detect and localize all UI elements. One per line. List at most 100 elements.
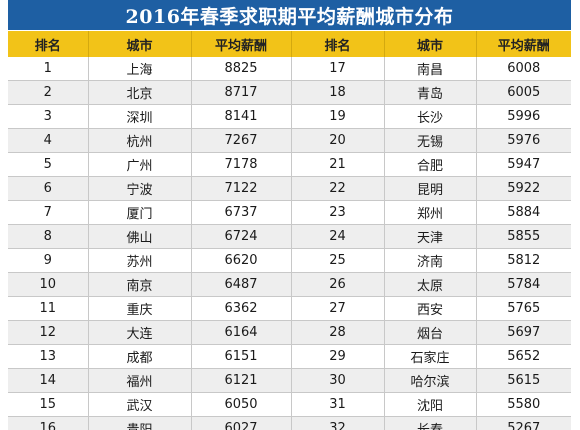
rank-cell: 8 bbox=[8, 224, 89, 249]
rank-cell: 22 bbox=[291, 176, 385, 201]
rank-cell: 17 bbox=[291, 57, 385, 81]
salary-cell: 5976 bbox=[476, 128, 571, 153]
city-cell: 无锡 bbox=[384, 128, 477, 153]
city-cell: 长沙 bbox=[384, 104, 477, 129]
rank-cell: 1 bbox=[8, 57, 89, 81]
rank-cell: 13 bbox=[8, 344, 89, 369]
city-cell: 烟台 bbox=[384, 320, 477, 345]
salary-cell: 6164 bbox=[191, 320, 292, 345]
city-cell: 佛山 bbox=[88, 224, 192, 249]
rank-cell: 14 bbox=[8, 368, 89, 393]
city-cell: 广州 bbox=[88, 152, 192, 177]
rank-cell: 28 bbox=[291, 320, 385, 345]
city-cell: 苏州 bbox=[88, 248, 192, 273]
table-row: 6 宁波 7122 22 昆明 5922 bbox=[8, 176, 571, 201]
rank-cell: 25 bbox=[291, 248, 385, 273]
rank-cell: 12 bbox=[8, 320, 89, 345]
salary-cell: 6487 bbox=[191, 272, 292, 297]
header-avg-salary: 平均薪酬 bbox=[476, 31, 571, 57]
salary-cell: 5922 bbox=[476, 176, 571, 201]
city-cell: 太原 bbox=[384, 272, 477, 297]
salary-cell: 5884 bbox=[476, 200, 571, 225]
salary-cell: 6362 bbox=[191, 296, 292, 321]
city-cell: 武汉 bbox=[88, 392, 192, 417]
salary-cell: 6724 bbox=[191, 224, 292, 249]
salary-table: 排名 城市 平均薪酬 排名 城市 平均薪酬 1 上海 8825 17 南昌 6008 2 北京… bbox=[8, 31, 571, 430]
salary-cell: 6121 bbox=[191, 368, 292, 393]
rank-cell: 29 bbox=[291, 344, 385, 369]
table-row: 15 武汉 6050 31 沈阳 5580 bbox=[8, 392, 571, 417]
salary-cell: 5855 bbox=[476, 224, 571, 249]
salary-cell: 6050 bbox=[191, 392, 292, 417]
table-row: 8 佛山 6724 24 天津 5855 bbox=[8, 224, 571, 249]
city-cell: 济南 bbox=[384, 248, 477, 273]
table-row: 7 厦门 6737 23 郑州 5884 bbox=[8, 200, 571, 225]
salary-cell: 7122 bbox=[191, 176, 292, 201]
rank-cell: 11 bbox=[8, 296, 89, 321]
rank-cell: 4 bbox=[8, 128, 89, 153]
table-row: 3 深圳 8141 19 长沙 5996 bbox=[8, 104, 571, 129]
city-cell: 天津 bbox=[384, 224, 477, 249]
header-rank: 排名 bbox=[291, 31, 385, 57]
city-cell: 沈阳 bbox=[384, 392, 477, 417]
rank-cell: 9 bbox=[8, 248, 89, 273]
table-row: 12 大连 6164 28 烟台 5697 bbox=[8, 320, 571, 345]
city-cell: 昆明 bbox=[384, 176, 477, 201]
salary-cell: 5996 bbox=[476, 104, 571, 129]
header-city: 城市 bbox=[384, 31, 477, 57]
city-cell: 郑州 bbox=[384, 200, 477, 225]
title-bar: 2016年春季求职期平均薪酬城市分布 bbox=[8, 0, 571, 30]
rank-cell: 20 bbox=[291, 128, 385, 153]
city-cell: 深圳 bbox=[88, 104, 192, 129]
city-cell: 福州 bbox=[88, 368, 192, 393]
rank-cell: 18 bbox=[291, 80, 385, 105]
rank-cell: 2 bbox=[8, 80, 89, 105]
rank-cell: 30 bbox=[291, 368, 385, 393]
rank-cell: 24 bbox=[291, 224, 385, 249]
rank-cell: 27 bbox=[291, 296, 385, 321]
salary-cell: 8717 bbox=[191, 80, 292, 105]
header-rank: 排名 bbox=[8, 31, 89, 57]
salary-cell: 6005 bbox=[476, 80, 571, 105]
rank-cell: 31 bbox=[291, 392, 385, 417]
rank-cell: 5 bbox=[8, 152, 89, 177]
salary-cell: 6008 bbox=[476, 57, 571, 81]
city-cell: 重庆 bbox=[88, 296, 192, 321]
rank-cell: 26 bbox=[291, 272, 385, 297]
table-header-row: 排名 城市 平均薪酬 排名 城市 平均薪酬 bbox=[8, 31, 571, 57]
table-body: 1 上海 8825 17 南昌 6008 2 北京 8717 18 青岛 6005 3 深圳 8141 19 长… bbox=[8, 57, 571, 430]
salary-cell: 5947 bbox=[476, 152, 571, 177]
city-cell: 北京 bbox=[88, 80, 192, 105]
salary-cell: 5697 bbox=[476, 320, 571, 345]
city-cell: 西安 bbox=[384, 296, 477, 321]
city-cell: 哈尔滨 bbox=[384, 368, 477, 393]
salary-cell: 5580 bbox=[476, 392, 571, 417]
city-cell: 合肥 bbox=[384, 152, 477, 177]
city-cell: 厦门 bbox=[88, 200, 192, 225]
page-title: 2016年春季求职期平均薪酬城市分布 bbox=[125, 5, 454, 28]
city-cell: 南京 bbox=[88, 272, 192, 297]
salary-cell: 5765 bbox=[476, 296, 571, 321]
salary-cell: 7267 bbox=[191, 128, 292, 153]
table-row: 16贵阳602732长春5267 bbox=[8, 416, 571, 430]
salary-cell: 6737 bbox=[191, 200, 292, 225]
salary-cell: 6151 bbox=[191, 344, 292, 369]
city-cell: 大连 bbox=[88, 320, 192, 345]
rank-cell: 32 bbox=[291, 416, 385, 430]
table-row: 2 北京 8717 18 青岛 6005 bbox=[8, 80, 571, 105]
city-cell: 成都 bbox=[88, 344, 192, 369]
salary-cell: 5784 bbox=[476, 272, 571, 297]
rank-cell: 10 bbox=[8, 272, 89, 297]
rank-cell: 6 bbox=[8, 176, 89, 201]
table-row: 1 上海 8825 17 南昌 6008 bbox=[8, 57, 571, 81]
salary-cell: 6620 bbox=[191, 248, 292, 273]
rank-cell: 21 bbox=[291, 152, 385, 177]
rank-cell: 16 bbox=[8, 416, 89, 430]
rank-cell: 19 bbox=[291, 104, 385, 129]
rank-cell: 15 bbox=[8, 392, 89, 417]
table-row: 14 福州 6121 30 哈尔滨 5615 bbox=[8, 368, 571, 393]
table-row: 5 广州 7178 21 合肥 5947 bbox=[8, 152, 571, 177]
salary-cell: 6027 bbox=[191, 416, 292, 430]
city-cell: 长春 bbox=[384, 416, 477, 430]
